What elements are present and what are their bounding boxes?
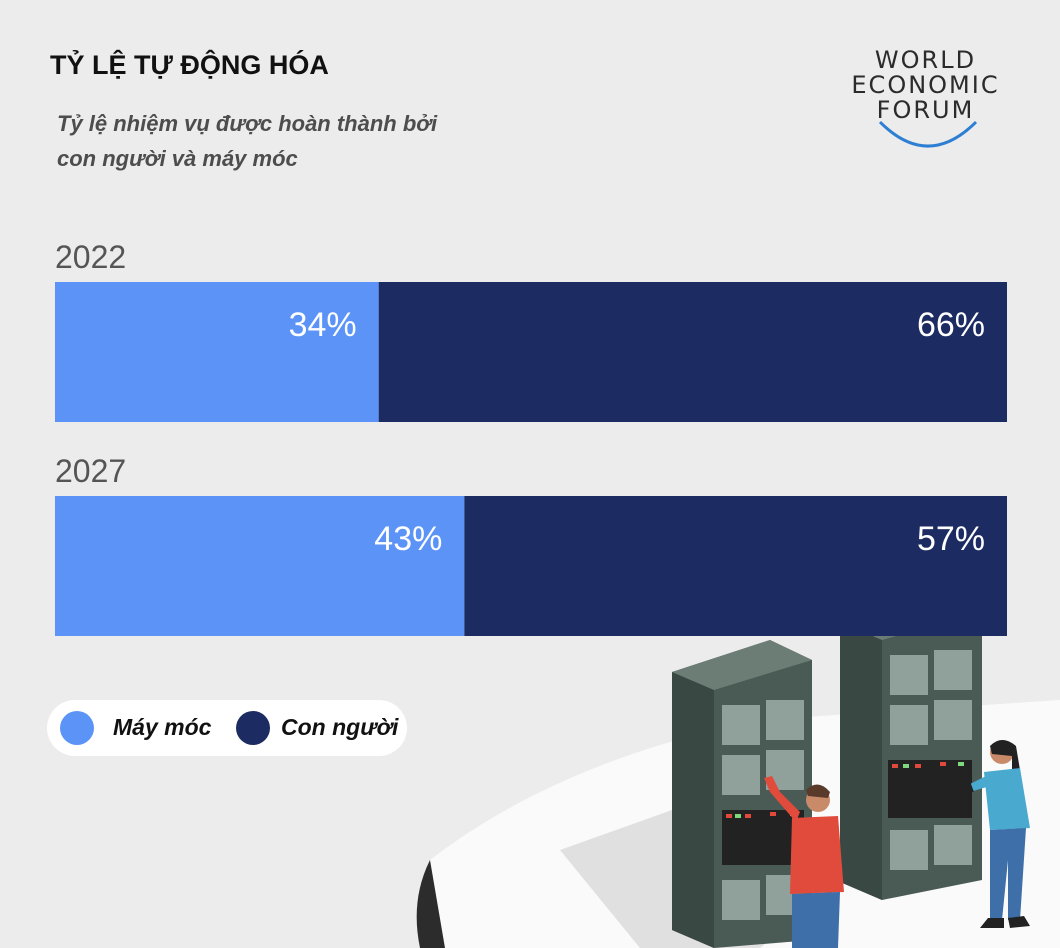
bar-con-nguoi-2027 bbox=[464, 496, 1007, 636]
chart-subtitle: Tỷ lệ nhiệm vụ được hoàn thành bởi con n… bbox=[57, 106, 517, 176]
logo-line-1: WORLD bbox=[874, 46, 977, 74]
category-label-2022: 2022 bbox=[55, 239, 126, 275]
bar-may-moc-2027 bbox=[55, 496, 465, 636]
person-woman bbox=[956, 740, 1030, 928]
bar-may-moc-2022 bbox=[55, 282, 379, 422]
stacked-bar-chart: 2022 34% 66% 2027 43% 57% bbox=[55, 239, 1007, 636]
chart-title: TỶ LỆ TỰ ĐỘNG HÓA bbox=[50, 50, 329, 80]
logo-line-2: ECONOMIC bbox=[851, 71, 1000, 99]
subtitle-line-2: con người và máy móc bbox=[57, 146, 298, 171]
person-man bbox=[764, 776, 844, 948]
subtitle-line-1: Tỷ lệ nhiệm vụ được hoàn thành bởi bbox=[57, 111, 438, 136]
data-label-con-nguoi-2022: 66% bbox=[917, 306, 985, 344]
category-label-2027: 2027 bbox=[55, 453, 126, 489]
data-label-may-moc-2022: 34% bbox=[289, 306, 357, 344]
data-label-may-moc-2027: 43% bbox=[374, 520, 442, 558]
logo-arc-icon bbox=[878, 120, 978, 148]
wef-logo: WORLD ECONOMIC FORUM bbox=[838, 48, 1013, 158]
legend-label-con-nguoi: Con người bbox=[281, 714, 399, 740]
legend-label-may-moc: Máy móc bbox=[113, 714, 212, 740]
legend-swatch-may-moc bbox=[60, 711, 94, 745]
bar-con-nguoi-2022 bbox=[378, 282, 1007, 422]
data-label-con-nguoi-2027: 57% bbox=[917, 520, 985, 558]
server-rack-left bbox=[672, 640, 812, 948]
legend: Máy móc Con người bbox=[47, 700, 407, 756]
logo-line-3: FORUM bbox=[876, 96, 975, 124]
legend-swatch-con-nguoi bbox=[236, 711, 270, 745]
